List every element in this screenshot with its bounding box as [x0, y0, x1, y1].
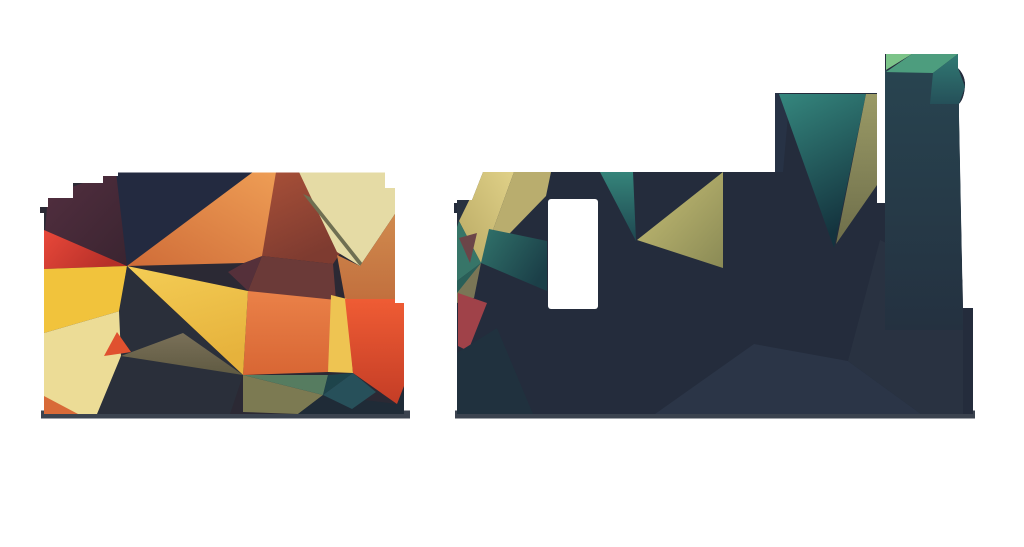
right-artwork-base-strip	[455, 410, 975, 419]
right-artwork-facet-7	[481, 229, 547, 291]
left-artwork-facet-20	[243, 375, 328, 395]
left-artwork-facet-4	[228, 256, 262, 291]
left-artwork-facet-6	[303, 194, 367, 269]
left-artwork-facet-15	[44, 396, 78, 414]
floating-white-panel	[548, 199, 598, 309]
right-artwork-facet-10	[655, 344, 921, 414]
left-artwork-facet-11	[127, 266, 248, 375]
right-artwork-facet-5	[459, 233, 477, 263]
left-artwork-facet-14	[44, 311, 121, 414]
left-artwork-facet-12	[44, 230, 127, 269]
right-artwork-facet-19	[886, 54, 958, 73]
left-artwork-facet-2	[127, 172, 287, 266]
right-artwork-facet-16	[836, 94, 877, 244]
left-artwork-facet-19	[243, 375, 323, 414]
right-artwork-facet-18	[886, 54, 912, 70]
left-artwork-facet-13	[44, 266, 127, 333]
right-artwork-facet-9	[457, 328, 533, 414]
right-artwork-facet-13	[637, 172, 723, 268]
right-artwork-facet-15	[779, 94, 866, 248]
left-artwork-facet-5	[299, 172, 395, 266]
right-artwork-facet-20	[930, 54, 965, 104]
right-artwork-facet-12	[600, 172, 636, 241]
left-artwork-facet-17	[104, 332, 131, 356]
left-artwork-facet-3	[262, 172, 341, 264]
left-artwork	[40, 172, 404, 414]
left-artwork-facet-24	[345, 299, 404, 404]
right-artwork-facet-6	[457, 263, 481, 303]
left-artwork-facet-7	[337, 214, 395, 299]
left-artwork-facet-18	[121, 333, 243, 375]
left-artwork-facet-23	[323, 373, 376, 409]
left-artwork-base-strip	[41, 410, 410, 419]
left-artwork-facet-9	[243, 291, 336, 375]
right-artwork-facet-17	[885, 70, 963, 330]
right-artwork-facet-8	[458, 293, 487, 351]
right-artwork	[454, 54, 973, 414]
